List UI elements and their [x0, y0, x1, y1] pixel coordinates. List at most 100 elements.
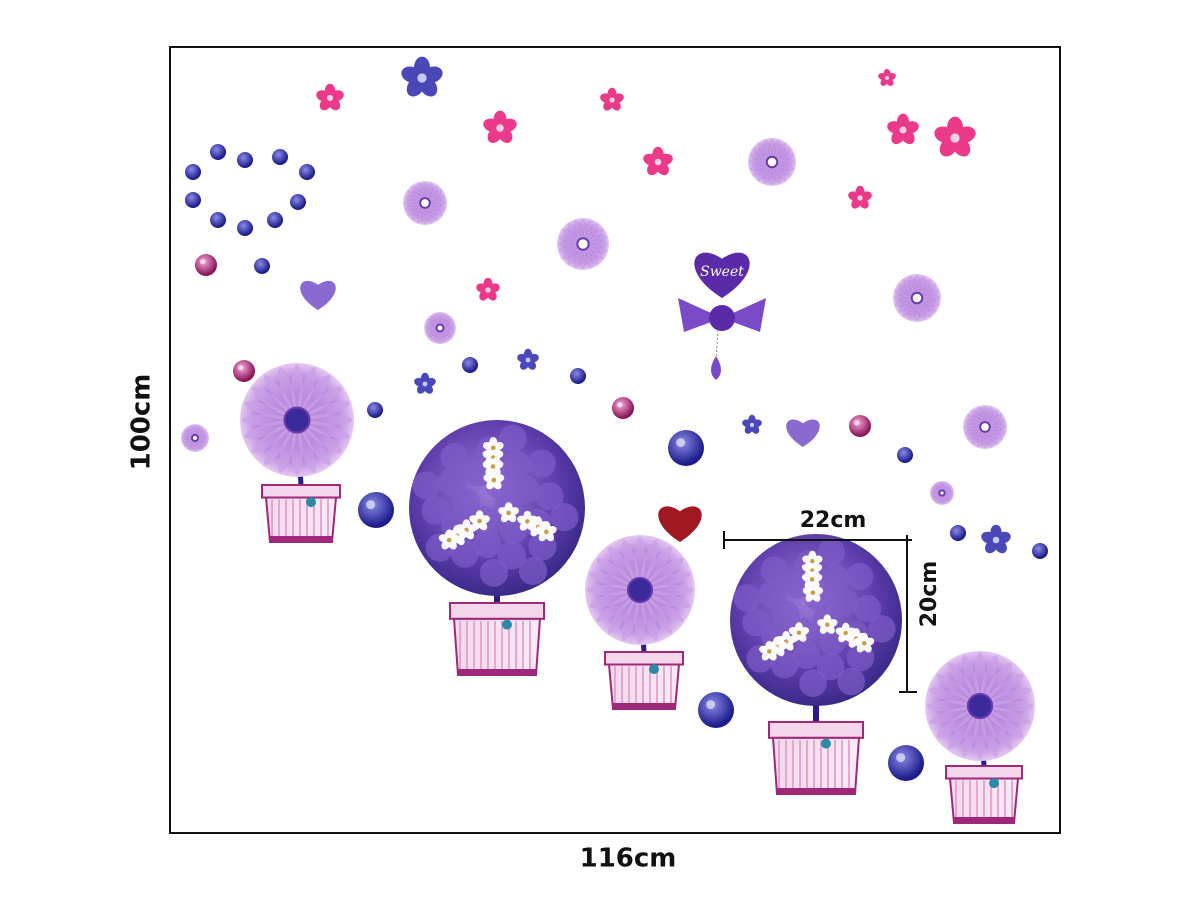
- flower-center: [992, 536, 1000, 544]
- gem-shine: [199, 258, 206, 265]
- daisy-petal: [417, 205, 425, 224]
- gem: [195, 254, 217, 276]
- daisy-petal: [774, 148, 791, 161]
- bow-knot: [709, 305, 735, 331]
- potted-daisy: [240, 363, 354, 477]
- daisy-petal: [303, 420, 350, 439]
- ball-bloom: [792, 641, 821, 670]
- daisy-petal: [412, 185, 424, 201]
- daisy-petal: [930, 489, 941, 493]
- daisy-petal: [987, 419, 1006, 427]
- ball-bloom: [535, 482, 564, 511]
- petal: [835, 627, 847, 636]
- gem-body: [195, 254, 217, 276]
- daisy-center: [283, 406, 311, 434]
- daisy-petal: [918, 279, 931, 296]
- daisy-petal: [758, 143, 771, 160]
- flower-center: [609, 97, 615, 103]
- flower-center: [810, 558, 815, 564]
- daisy-petal: [434, 329, 440, 343]
- daisy-petal: [195, 426, 204, 437]
- white-blossom: [535, 521, 557, 542]
- decorations: Sweet: [181, 56, 1048, 824]
- daisy: [748, 138, 796, 186]
- gem-shine: [616, 401, 623, 408]
- white-blossom: [802, 550, 823, 571]
- daisy-petal: [417, 182, 425, 201]
- daisy-petal: [894, 290, 915, 298]
- flower-center: [417, 73, 427, 83]
- daisy-petal: [440, 329, 446, 343]
- flower-pot: [604, 651, 684, 710]
- white-blossom: [817, 614, 838, 634]
- gem-shine: [706, 700, 716, 710]
- gem: [612, 397, 634, 419]
- daisy-petal: [774, 162, 795, 170]
- daisy-petal: [917, 275, 925, 296]
- ball-bloom: [830, 588, 859, 616]
- daisy-petal: [300, 425, 331, 466]
- chain: [715, 329, 719, 361]
- daisy-petal: [621, 596, 640, 641]
- daisy-petal: [772, 139, 780, 160]
- daisy-petal: [425, 328, 439, 334]
- petal: [854, 637, 865, 646]
- petal: [802, 555, 813, 564]
- daisy-petal: [586, 235, 608, 244]
- daisy-petal: [427, 204, 443, 216]
- daisy-petal: [589, 590, 634, 609]
- pot-base: [458, 669, 536, 675]
- flower-center: [810, 590, 816, 595]
- flower-center: [861, 641, 867, 646]
- daisy: [403, 181, 447, 225]
- daisy-petal: [936, 709, 975, 739]
- ball-bloom: [518, 556, 548, 586]
- daisy-petal: [964, 419, 983, 427]
- white-blossom: [854, 632, 875, 653]
- blue-bead: [570, 368, 586, 384]
- daisy-petal: [947, 711, 977, 750]
- gem-body: [888, 745, 924, 781]
- daisy-petal: [643, 595, 673, 634]
- gem: [698, 692, 734, 728]
- daisy-petal: [584, 246, 599, 265]
- blue-flower: [401, 56, 443, 97]
- daisy-petal: [182, 433, 194, 438]
- daisy-petal: [584, 223, 599, 242]
- blue-flower: [517, 348, 539, 370]
- petal: [802, 587, 814, 596]
- daisy-petal: [935, 483, 942, 492]
- daisy-petal: [986, 409, 998, 425]
- white-blossom: [498, 502, 519, 523]
- daisy-petal: [909, 300, 917, 321]
- daisy-petal: [562, 228, 581, 243]
- white-blossom: [438, 529, 460, 550]
- daisy-petal: [977, 429, 985, 448]
- pot-base: [270, 536, 332, 542]
- petal: [817, 619, 828, 628]
- flower-center: [899, 126, 907, 134]
- flower-center: [654, 158, 662, 166]
- daisy-petal: [749, 162, 770, 170]
- gem-body: [233, 360, 255, 382]
- ball-bloom: [421, 496, 450, 525]
- daisy-petal: [430, 315, 439, 327]
- daisy-petal: [196, 438, 207, 447]
- petal: [469, 515, 480, 524]
- daisy-petal: [918, 300, 931, 317]
- daisy-petal: [404, 203, 423, 211]
- sweet-label: Sweet: [700, 264, 744, 280]
- flower-center: [490, 464, 496, 469]
- petal: [517, 353, 529, 363]
- daisy-petal: [195, 439, 200, 451]
- blue-bead: [210, 212, 226, 228]
- daisy-petal: [196, 438, 208, 443]
- daisy-petal: [425, 205, 433, 224]
- flower-center: [446, 537, 452, 543]
- daisy-center: [765, 155, 779, 169]
- daisy-petal: [758, 164, 771, 181]
- daisy-petal: [251, 386, 292, 417]
- daisy: [181, 424, 209, 452]
- daisy-petal: [297, 367, 316, 414]
